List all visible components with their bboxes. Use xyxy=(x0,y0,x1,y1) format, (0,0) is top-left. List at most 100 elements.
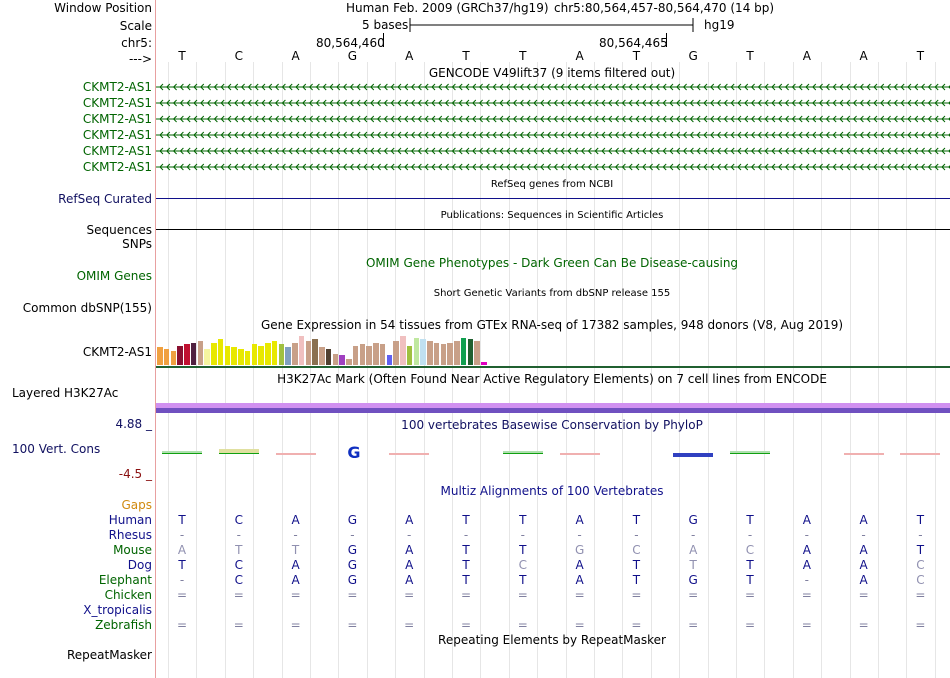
label-divider[interactable] xyxy=(155,0,156,678)
gencode-item-label[interactable]: CKMT2-AS1 xyxy=(82,128,152,142)
gencode-title[interactable]: GENCODE V49lift37 (9 items filtered out) xyxy=(428,66,676,80)
sequences-label[interactable]: Sequences xyxy=(86,223,152,237)
gtex-tissue-bar[interactable] xyxy=(190,343,197,365)
gtex-tissue-bar[interactable] xyxy=(305,341,312,365)
gtex-tissue-bar[interactable] xyxy=(163,349,170,365)
snps-label[interactable]: SNPs xyxy=(122,237,152,251)
gtex-tissue-bar[interactable] xyxy=(298,336,305,365)
track-data-area[interactable]: Human Feb. 2009 (GRCh37/hg19) chr5:80,56… xyxy=(156,0,950,678)
gtex-tissue-bar[interactable] xyxy=(440,344,447,365)
species-label[interactable]: Human xyxy=(108,513,152,527)
gtex-tissue-bar[interactable] xyxy=(258,346,264,365)
gtex-tissue-bar[interactable] xyxy=(454,341,460,365)
refseq-label[interactable]: RefSeq Curated xyxy=(58,192,152,206)
gtex-title[interactable]: Gene Expression in 54 tissues from GTEx … xyxy=(260,318,844,332)
species-label[interactable]: Dog xyxy=(127,558,152,572)
dbsnp-title[interactable]: Short Genetic Variants from dbSNP releas… xyxy=(433,288,671,299)
repeatmasker-label[interactable]: RepeatMasker xyxy=(66,648,152,662)
gencode-item-label[interactable]: CKMT2-AS1 xyxy=(82,144,152,158)
rmsk-title[interactable]: Repeating Elements by RepeatMasker xyxy=(438,633,666,647)
gtex-tissue-bar[interactable] xyxy=(244,351,251,365)
gridline xyxy=(878,62,879,678)
gtex-tissue-bar[interactable] xyxy=(157,347,163,365)
gtex-tissue-bar[interactable] xyxy=(312,339,318,365)
gencode-transcript[interactable] xyxy=(156,80,950,94)
gtex-tissue-bar[interactable] xyxy=(366,346,372,365)
gtex-tissue-bar[interactable] xyxy=(420,339,426,365)
gaps-label[interactable]: Gaps xyxy=(121,498,152,512)
species-label[interactable]: Rhesus xyxy=(108,528,152,542)
phylop-label[interactable]: 100 Vert. Cons xyxy=(12,442,101,456)
multiz-title[interactable]: Multiz Alignments of 100 Vertebrates xyxy=(440,484,664,498)
gtex-tissue-bar[interactable] xyxy=(224,346,231,365)
h3k27-layer-1[interactable] xyxy=(156,403,950,408)
species-label[interactable]: Zebrafish xyxy=(95,618,152,632)
gtex-tissue-bar[interactable] xyxy=(359,344,366,365)
h3k27-title[interactable]: H3K27Ac Mark (Often Found Near Active Re… xyxy=(277,372,827,386)
dbsnp-label[interactable]: Common dbSNP(155) xyxy=(22,301,152,315)
gtex-tissue-bar[interactable] xyxy=(204,349,210,365)
species-label[interactable]: Chicken xyxy=(104,588,152,602)
gtex-tissue-bar[interactable] xyxy=(346,359,352,365)
gtex-tissue-bar[interactable] xyxy=(217,339,224,365)
species-label[interactable]: X_tropicalis xyxy=(83,603,152,617)
pubs-title[interactable]: Publications: Sequences in Scientific Ar… xyxy=(440,210,664,221)
gtex-tissue-bar[interactable] xyxy=(211,343,217,365)
gtex-tissue-bar[interactable] xyxy=(379,344,386,365)
gtex-tissue-bar[interactable] xyxy=(332,354,339,365)
gtex-tissue-bar[interactable] xyxy=(406,346,413,365)
gtex-tissue-bar[interactable] xyxy=(251,344,258,365)
species-label[interactable]: Elephant xyxy=(98,573,152,587)
gtex-tissue-bar[interactable] xyxy=(325,349,332,365)
gtex-tissue-bar[interactable] xyxy=(184,344,190,365)
gridline xyxy=(537,62,538,678)
phylop-title[interactable]: 100 vertebrates Basewise Conservation by… xyxy=(401,418,703,432)
gtex-tissue-bar[interactable] xyxy=(433,343,440,365)
gtex-tissue-bar[interactable] xyxy=(170,351,177,365)
gencode-item-label[interactable]: CKMT2-AS1 xyxy=(82,160,152,174)
gtex-tissue-bar[interactable] xyxy=(467,339,474,365)
gencode-transcript[interactable] xyxy=(156,128,950,142)
gencode-item-label[interactable]: CKMT2-AS1 xyxy=(82,112,152,126)
gtex-tissue-bar[interactable] xyxy=(352,346,359,365)
gtex-tissue-bar[interactable] xyxy=(265,343,271,365)
h3k27-layer-2[interactable] xyxy=(156,408,950,413)
gtex-tissue-bar[interactable] xyxy=(447,343,453,365)
gtex-tissue-bar[interactable] xyxy=(285,347,291,365)
gtex-tissue-bar[interactable] xyxy=(400,336,406,365)
omim-label[interactable]: OMIM Genes xyxy=(76,269,152,283)
gencode-transcript[interactable] xyxy=(156,144,950,158)
gtex-tissue-bar[interactable] xyxy=(373,343,379,365)
omim-title[interactable]: OMIM Gene Phenotypes - Dark Green Can Be… xyxy=(365,256,739,270)
gtex-tissue-bar[interactable] xyxy=(278,344,285,365)
refseq-line[interactable] xyxy=(156,198,950,199)
gtex-tissue-bar[interactable] xyxy=(319,347,325,365)
gtex-tissue-bar[interactable] xyxy=(197,341,204,365)
refseq-title[interactable]: RefSeq genes from NCBI xyxy=(490,179,614,190)
species-label[interactable]: Mouse xyxy=(113,543,152,557)
position-text[interactable]: chr5:80,564,457-80,564,470 (14 bp) xyxy=(554,1,775,15)
gtex-tissue-bar[interactable] xyxy=(481,362,487,365)
base-letter: A xyxy=(859,49,868,63)
gtex-tissue-bar[interactable] xyxy=(393,341,399,365)
gtex-tissue-bar[interactable] xyxy=(460,338,467,365)
gtex-tissue-bar[interactable] xyxy=(339,355,345,365)
gencode-item-label[interactable]: CKMT2-AS1 xyxy=(82,80,152,94)
gtex-tissue-bar[interactable] xyxy=(271,341,278,365)
gtex-tissue-bar[interactable] xyxy=(413,338,420,365)
gencode-item-label[interactable]: CKMT2-AS1 xyxy=(82,96,152,110)
gtex-tissue-bar[interactable] xyxy=(292,343,298,365)
h3k27-label[interactable]: Layered H3K27Ac xyxy=(12,386,119,400)
gtex-tissue-bar[interactable] xyxy=(238,349,244,365)
gencode-transcript[interactable] xyxy=(156,96,950,110)
gtex-label[interactable]: CKMT2-AS1 xyxy=(82,345,152,359)
aligned-base: = xyxy=(517,588,528,602)
gtex-tissue-bar[interactable] xyxy=(427,341,433,365)
gencode-transcript[interactable] xyxy=(156,160,950,174)
gtex-tissue-bar[interactable] xyxy=(474,341,480,365)
gtex-tissue-bar[interactable] xyxy=(386,355,393,365)
gencode-transcript[interactable] xyxy=(156,112,950,126)
gtex-tissue-bar[interactable] xyxy=(177,346,183,365)
gtex-bar-chart[interactable] xyxy=(156,333,950,365)
gtex-tissue-bar[interactable] xyxy=(231,347,237,365)
